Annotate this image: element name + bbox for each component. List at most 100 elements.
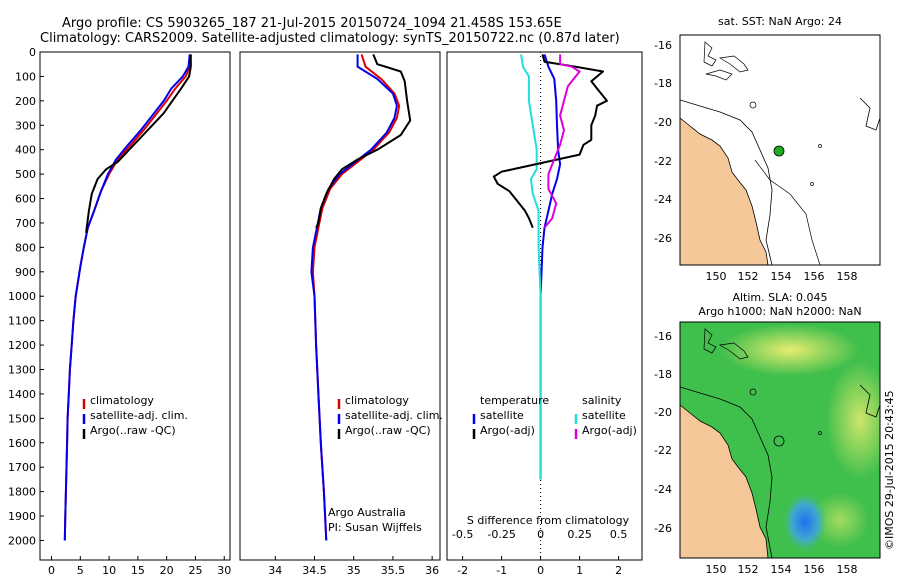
reef-outline [703,41,717,67]
reef-outline [705,69,733,81]
imos-timestamp: ©IMOS 29-Jul-2015 20:43:45 [883,390,896,550]
reef-outline [718,55,749,73]
sla-warm-anomaly [826,360,880,480]
lat-label: -26 [654,522,672,535]
s-tick-label: -0.25 [487,528,515,541]
x-tick-label: -2 [457,564,468,577]
reef-outline [703,328,717,354]
shelf-contour [680,386,773,558]
y-tick-label: 200 [15,95,36,108]
reef-outline [718,342,749,360]
y-tick-label: 900 [15,266,36,279]
series-t-satellite [539,54,562,480]
seamount-contour [749,101,757,109]
legend-text-argo: Argo(..raw -QC) [90,424,176,437]
argo-float-marker [773,145,785,157]
title-line-2: Climatology: CARS2009. Satellite-adjuste… [40,31,620,46]
y-tick-label: 500 [15,168,36,181]
legend-text-t-satellite: satellite [480,409,524,422]
lat-label: -24 [654,193,672,206]
y-tick-label: 800 [15,241,36,254]
legend-text-s-satellite: satellite [582,409,626,422]
lon-label: 158 [837,563,858,576]
legend-text-satellite: satellite-adj. clim. [345,409,443,422]
legend-title-temperature: temperature [480,394,549,407]
y-tick-label: 300 [15,119,36,132]
sla-warm-anomaly [720,324,860,376]
lon-label: 152 [738,270,759,283]
lat-label: -18 [654,368,672,381]
lon-label: 150 [706,270,727,283]
top-map-frame [679,34,881,266]
y-tick-label: 600 [15,193,36,206]
y-tick-label: 2000 [8,534,36,547]
series-s-satellite [520,54,542,480]
lon-label: 150 [706,563,727,576]
y-tick-label: 100 [15,70,36,83]
y-tick-label: 1400 [8,388,36,401]
x-tick-label: 30 [217,564,231,577]
y-tick-label: 1100 [8,315,36,328]
lon-label: 154 [771,563,792,576]
series-climatology [63,54,192,541]
x-axis-label: salinity [320,578,360,580]
legend-text-s-argo: Argo(-adj) [582,424,637,437]
s-tick-label: 0 [537,528,544,541]
series-climatology [311,54,401,541]
sla-cold-eddy [783,492,827,552]
x-axis-label: temperature (deg C) [78,578,191,580]
x-tick-label: 15 [131,564,145,577]
bottom-map [680,322,880,558]
temperature-panel-frame [39,51,231,561]
lon-label: 156 [804,270,825,283]
seamount-contour [810,182,814,186]
x-tick-label: 34 [268,564,282,577]
y-tick-label: 0 [29,46,36,59]
difference-panel-frame [446,51,643,561]
x-tick-label: 20 [160,564,174,577]
x-tick-label: 0 [537,564,544,577]
lon-label: 152 [738,563,759,576]
y-tick-label: 1500 [8,412,36,425]
series-s-argo-adj- [543,54,581,229]
annotation-argo-australia: Argo Australia [328,506,406,519]
legend-title-salinity: salinity [582,394,622,407]
y-tick-label: 1000 [8,290,36,303]
legend-text-t-argo: Argo(-adj) [480,424,535,437]
bottom-map-title-1: Altim. SLA: 0.045 [732,291,827,304]
seamount-contour [818,144,822,148]
x-tick-label: 5 [77,564,84,577]
lon-label: 156 [804,563,825,576]
lon-label: 154 [771,270,792,283]
salinity-panel-frame [239,51,441,561]
y-tick-label: 1700 [8,461,36,474]
lat-label: -20 [654,116,672,129]
series-satellite-adj-clim- [310,54,398,541]
lat-label: -22 [654,155,672,168]
legend-text-climatology: climatology [345,394,409,407]
y-tick-label: 1900 [8,510,36,523]
x-tick-label: 35.5 [381,564,406,577]
x-tick-label: 34.5 [302,564,327,577]
series-satellite-adj-clim- [63,54,191,541]
legend-text-climatology: climatology [90,394,154,407]
reef-outline [859,97,880,131]
depth-contour [754,159,821,265]
lat-label: -16 [654,330,672,343]
difference-legend: temperature satellite Argo(-adj) salinit… [467,394,637,527]
y-tick-label: 700 [15,217,36,230]
series-argo-raw-qc- [85,54,192,233]
x-tick-label: 25 [188,564,202,577]
lon-label: 158 [837,270,858,283]
s-tick-label: 0.5 [610,528,628,541]
lat-label: -24 [654,483,672,496]
x-axis-label: T difference from climatology [463,578,626,580]
top-map-title: sat. SST: NaN Argo: 24 [718,15,842,28]
shelf-contour [680,99,773,265]
x-tick-label: 36 [425,564,439,577]
argo-float-marker [773,435,785,447]
annotation-pi: PI: Susan Wijffels [328,521,422,534]
legend-text-argo: Argo(..raw -QC) [345,424,431,437]
lat-label: -26 [654,232,672,245]
y-tick-label: 1800 [8,486,36,499]
